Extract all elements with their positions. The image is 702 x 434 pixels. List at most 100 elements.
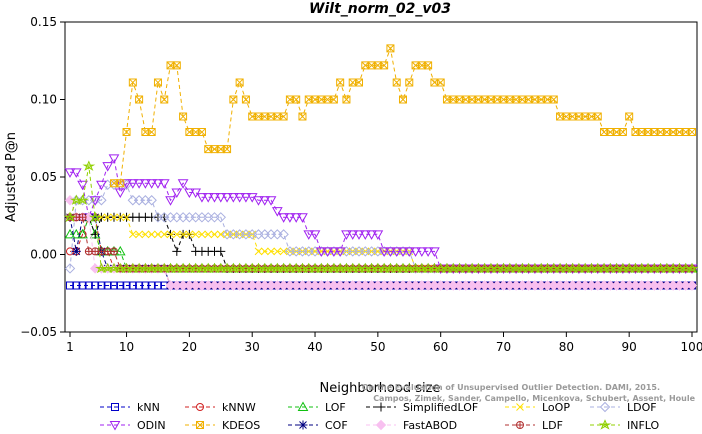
data-point — [77, 180, 88, 191]
watermark-line-2: On the Evaluation of Unsupervised Outlie… — [362, 383, 660, 392]
data-point — [284, 213, 296, 223]
x-tick-label: 40 — [307, 340, 322, 354]
data-point — [140, 179, 151, 189]
data-point — [392, 78, 401, 87]
data-point — [334, 247, 346, 257]
legend-label: FastABOD — [403, 419, 457, 432]
data-point — [297, 401, 309, 411]
y-axis-label: Adjusted P@n — [4, 132, 19, 222]
series-inflo — [63, 160, 699, 274]
data-point — [116, 179, 125, 188]
y-tick-label: 0.00 — [30, 248, 57, 262]
data-point — [688, 128, 696, 137]
data-point — [77, 228, 88, 239]
data-point — [375, 419, 387, 431]
data-point — [172, 61, 181, 70]
legend-label: kNNW — [222, 401, 256, 414]
legend-item-kdeos: KDEOS — [185, 419, 260, 432]
data-point — [265, 196, 277, 206]
data-point — [297, 213, 308, 223]
legend-item-loop: LoOP — [505, 401, 570, 414]
data-point — [202, 193, 214, 203]
data-point — [76, 194, 89, 205]
legend-item-knnw: kNNW — [185, 401, 256, 414]
data-point — [322, 247, 333, 257]
data-point — [71, 246, 81, 256]
data-point — [253, 196, 264, 206]
legend-label: KDEOS — [222, 419, 260, 432]
data-point — [298, 112, 307, 121]
data-point — [328, 247, 340, 257]
data-point — [160, 95, 169, 104]
data-point — [141, 281, 150, 290]
data-point — [422, 247, 434, 257]
data-point — [66, 281, 74, 290]
data-point — [366, 230, 377, 240]
data-point — [221, 193, 233, 203]
data-point — [103, 213, 112, 222]
legend-label: LOF — [325, 401, 346, 414]
data-point — [133, 179, 145, 189]
data-point — [267, 247, 275, 256]
data-point — [111, 403, 119, 411]
data-point — [216, 246, 226, 256]
legend-label: INFLO — [627, 419, 660, 432]
data-point — [215, 193, 227, 203]
data-point — [196, 403, 204, 411]
data-point — [410, 247, 421, 257]
data-point — [78, 213, 87, 222]
data-point — [278, 213, 289, 223]
legend-item-knn: kNN — [100, 401, 160, 414]
data-point — [122, 213, 131, 222]
data-point — [397, 247, 409, 257]
data-point — [593, 112, 602, 121]
x-tick-label: 50 — [370, 340, 385, 354]
data-point — [128, 78, 137, 87]
data-point — [372, 230, 384, 240]
chart-title: Wilt_norm_02_v03 — [309, 1, 451, 17]
legend-item-odin: ODIN — [100, 419, 166, 432]
data-point — [78, 281, 87, 290]
data-point — [127, 179, 139, 189]
data-point — [97, 213, 106, 222]
data-point — [223, 145, 232, 154]
data-point — [686, 280, 698, 291]
data-point — [160, 230, 169, 239]
data-point — [177, 179, 189, 189]
data-point — [147, 281, 156, 290]
legend-item-lof: LOF — [288, 401, 346, 414]
data-point — [516, 421, 525, 429]
data-point — [128, 230, 137, 239]
data-point — [179, 112, 188, 121]
legend-item-fastabod: FastABOD — [366, 419, 457, 432]
y-tick-label: −0.05 — [20, 325, 57, 339]
data-point — [290, 213, 302, 223]
x-tick-label: 20 — [182, 340, 197, 354]
data-point — [342, 95, 351, 104]
data-point — [292, 95, 301, 104]
data-point — [298, 420, 308, 430]
data-point — [378, 247, 390, 257]
data-point — [165, 196, 176, 206]
y-axis: −0.05 0.00 0.05 0.10 0.15 — [20, 15, 65, 339]
data-point — [398, 95, 407, 104]
series-line — [69, 184, 692, 269]
x-tick-label: 100 — [681, 340, 702, 354]
x-tick-label: 30 — [245, 340, 260, 354]
data-point — [109, 281, 118, 290]
data-point — [70, 168, 82, 178]
y-tick-label: 0.15 — [30, 15, 57, 29]
data-point — [329, 95, 338, 104]
data-point — [341, 230, 352, 240]
data-point — [70, 228, 82, 239]
data-point — [166, 230, 175, 239]
legend-label: ODIN — [137, 419, 166, 432]
data-point — [336, 78, 345, 87]
legend: kNN kNNW LOF SimplifiedLOF LoOP LDOF ODIN KDEOS… — [100, 401, 660, 432]
data-point — [122, 128, 131, 137]
data-point — [172, 230, 181, 239]
data-point — [158, 179, 170, 189]
data-point — [259, 196, 271, 206]
data-point — [235, 78, 244, 87]
